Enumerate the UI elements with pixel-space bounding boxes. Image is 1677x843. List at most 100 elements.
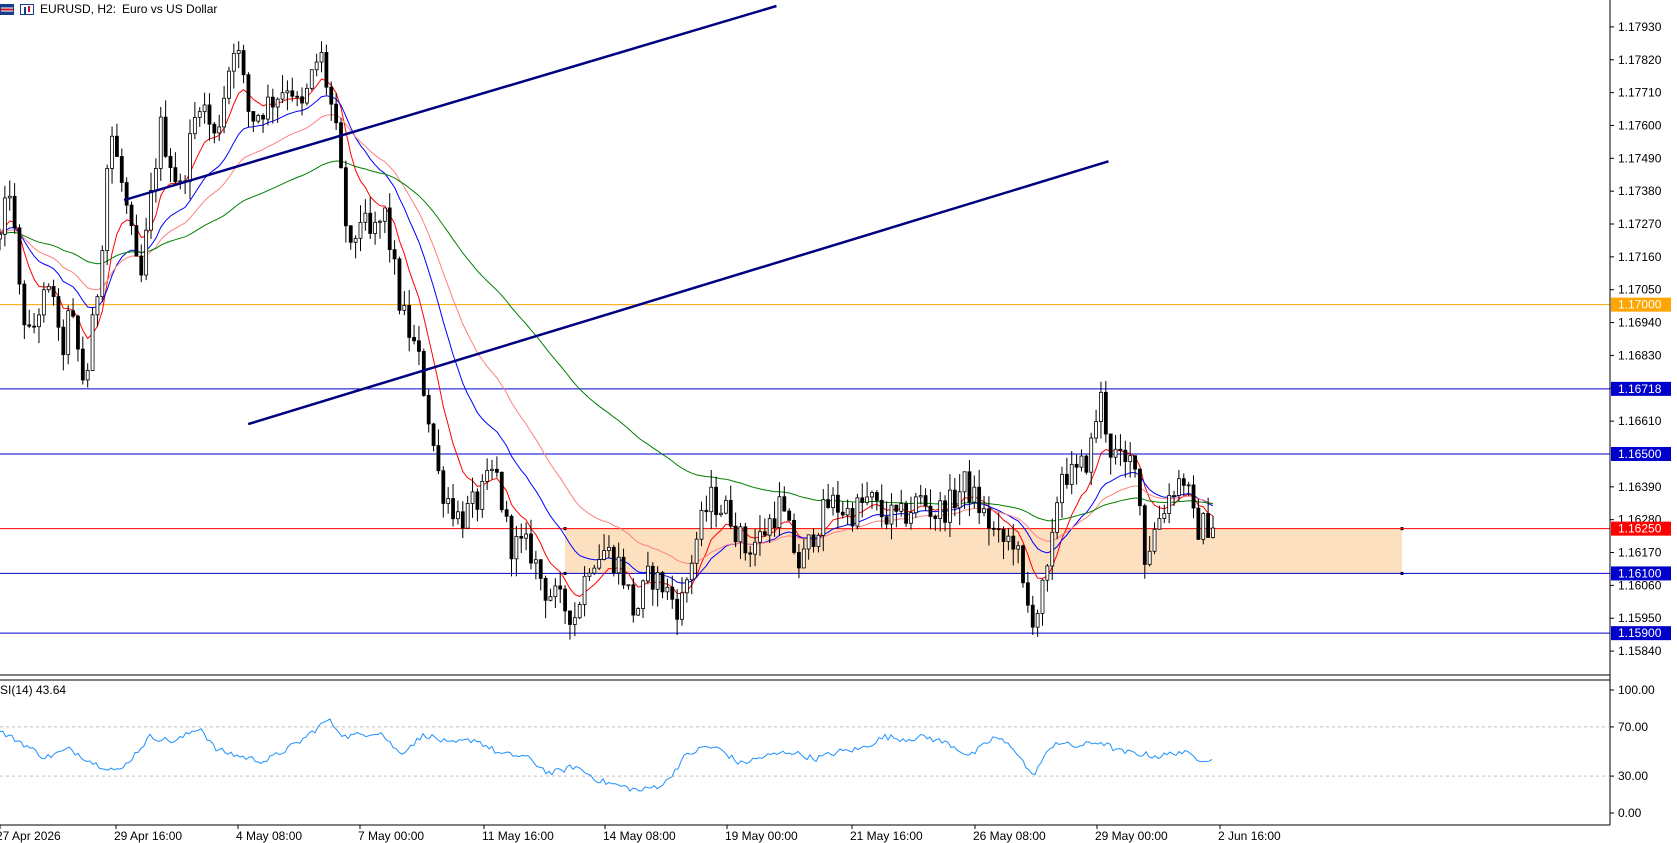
candle[interactable]: [202, 92, 207, 124]
candle[interactable]: [1089, 432, 1094, 486]
candle[interactable]: [641, 579, 645, 618]
candle[interactable]: [80, 336, 85, 385]
candle[interactable]: [636, 607, 641, 616]
candle[interactable]: [285, 80, 290, 111]
candle[interactable]: [168, 148, 173, 183]
candle[interactable]: [772, 501, 777, 537]
candle[interactable]: [777, 482, 782, 536]
candle[interactable]: [952, 478, 957, 517]
candle[interactable]: [1108, 433, 1113, 475]
candle[interactable]: [144, 217, 149, 281]
candle[interactable]: [402, 291, 407, 316]
candle[interactable]: [85, 363, 90, 388]
candle[interactable]: [197, 107, 202, 127]
candle[interactable]: [797, 544, 801, 579]
candle[interactable]: [1142, 503, 1147, 579]
candle[interactable]: [533, 550, 538, 580]
candle[interactable]: [339, 117, 343, 169]
candle[interactable]: [1181, 473, 1186, 496]
candle[interactable]: [504, 500, 509, 523]
candle[interactable]: [71, 298, 75, 319]
candle[interactable]: [295, 91, 300, 107]
candle[interactable]: [524, 522, 529, 551]
candle[interactable]: [1079, 449, 1084, 472]
candle[interactable]: [222, 85, 226, 134]
candle[interactable]: [1191, 475, 1196, 519]
candle[interactable]: [61, 319, 66, 371]
candle[interactable]: [353, 235, 358, 259]
candle[interactable]: [743, 522, 748, 561]
candle[interactable]: [1201, 512, 1206, 545]
candle[interactable]: [514, 525, 519, 577]
candle[interactable]: [1123, 440, 1128, 478]
candle[interactable]: [192, 102, 197, 140]
candle[interactable]: [991, 521, 996, 537]
candle[interactable]: [319, 41, 324, 73]
candle[interactable]: [212, 121, 217, 144]
candle[interactable]: [845, 499, 850, 525]
candle[interactable]: [124, 177, 129, 214]
candle[interactable]: [587, 568, 592, 581]
candle[interactable]: [787, 508, 792, 521]
candle[interactable]: [1016, 541, 1021, 564]
candle[interactable]: [723, 495, 728, 515]
candle[interactable]: [923, 488, 928, 512]
candle[interactable]: [553, 578, 558, 608]
candle[interactable]: [806, 534, 811, 560]
candle[interactable]: [392, 240, 397, 275]
candle[interactable]: [387, 193, 392, 263]
candle[interactable]: [1094, 409, 1098, 443]
candle[interactable]: [889, 493, 894, 540]
candle[interactable]: [821, 489, 826, 552]
candle[interactable]: [899, 489, 904, 517]
candle[interactable]: [543, 575, 548, 619]
candle[interactable]: [1035, 609, 1040, 637]
candle[interactable]: [670, 575, 675, 609]
candle[interactable]: [358, 205, 363, 252]
candle[interactable]: [840, 501, 845, 519]
candle[interactable]: [382, 207, 387, 234]
candle[interactable]: [217, 114, 222, 141]
candle[interactable]: [1172, 490, 1176, 507]
candle[interactable]: [12, 183, 17, 234]
candle[interactable]: [139, 244, 144, 283]
candle[interactable]: [178, 173, 183, 190]
candle[interactable]: [762, 518, 767, 537]
candle[interactable]: [494, 456, 499, 478]
candle[interactable]: [246, 72, 251, 128]
candle[interactable]: [592, 564, 597, 576]
candle[interactable]: [22, 280, 27, 339]
candle[interactable]: [967, 459, 972, 517]
candle[interactable]: [665, 578, 670, 600]
candle[interactable]: [41, 282, 46, 323]
candle[interactable]: [475, 488, 480, 522]
candle[interactable]: [300, 87, 304, 116]
candle[interactable]: [850, 502, 855, 532]
candle[interactable]: [738, 522, 743, 559]
candle[interactable]: [894, 504, 899, 528]
candle[interactable]: [7, 180, 12, 211]
candle[interactable]: [694, 531, 699, 579]
candle[interactable]: [231, 43, 236, 89]
candle[interactable]: [913, 492, 918, 518]
candle[interactable]: [987, 496, 991, 546]
candle[interactable]: [1176, 469, 1181, 502]
candle[interactable]: [251, 111, 256, 133]
candle[interactable]: [1103, 380, 1108, 443]
candle[interactable]: [909, 496, 913, 530]
candle[interactable]: [977, 469, 982, 525]
candle[interactable]: [324, 44, 329, 95]
candle[interactable]: [928, 489, 933, 530]
candle[interactable]: [1206, 497, 1211, 538]
candle[interactable]: [689, 554, 694, 595]
candle[interactable]: [32, 313, 37, 334]
candle[interactable]: [119, 148, 124, 192]
candle[interactable]: [2, 185, 7, 247]
candle[interactable]: [1055, 496, 1060, 540]
candle[interactable]: [334, 93, 339, 130]
candle[interactable]: [655, 566, 660, 607]
candle[interactable]: [962, 471, 967, 510]
candle[interactable]: [446, 487, 451, 514]
candle[interactable]: [270, 88, 275, 124]
